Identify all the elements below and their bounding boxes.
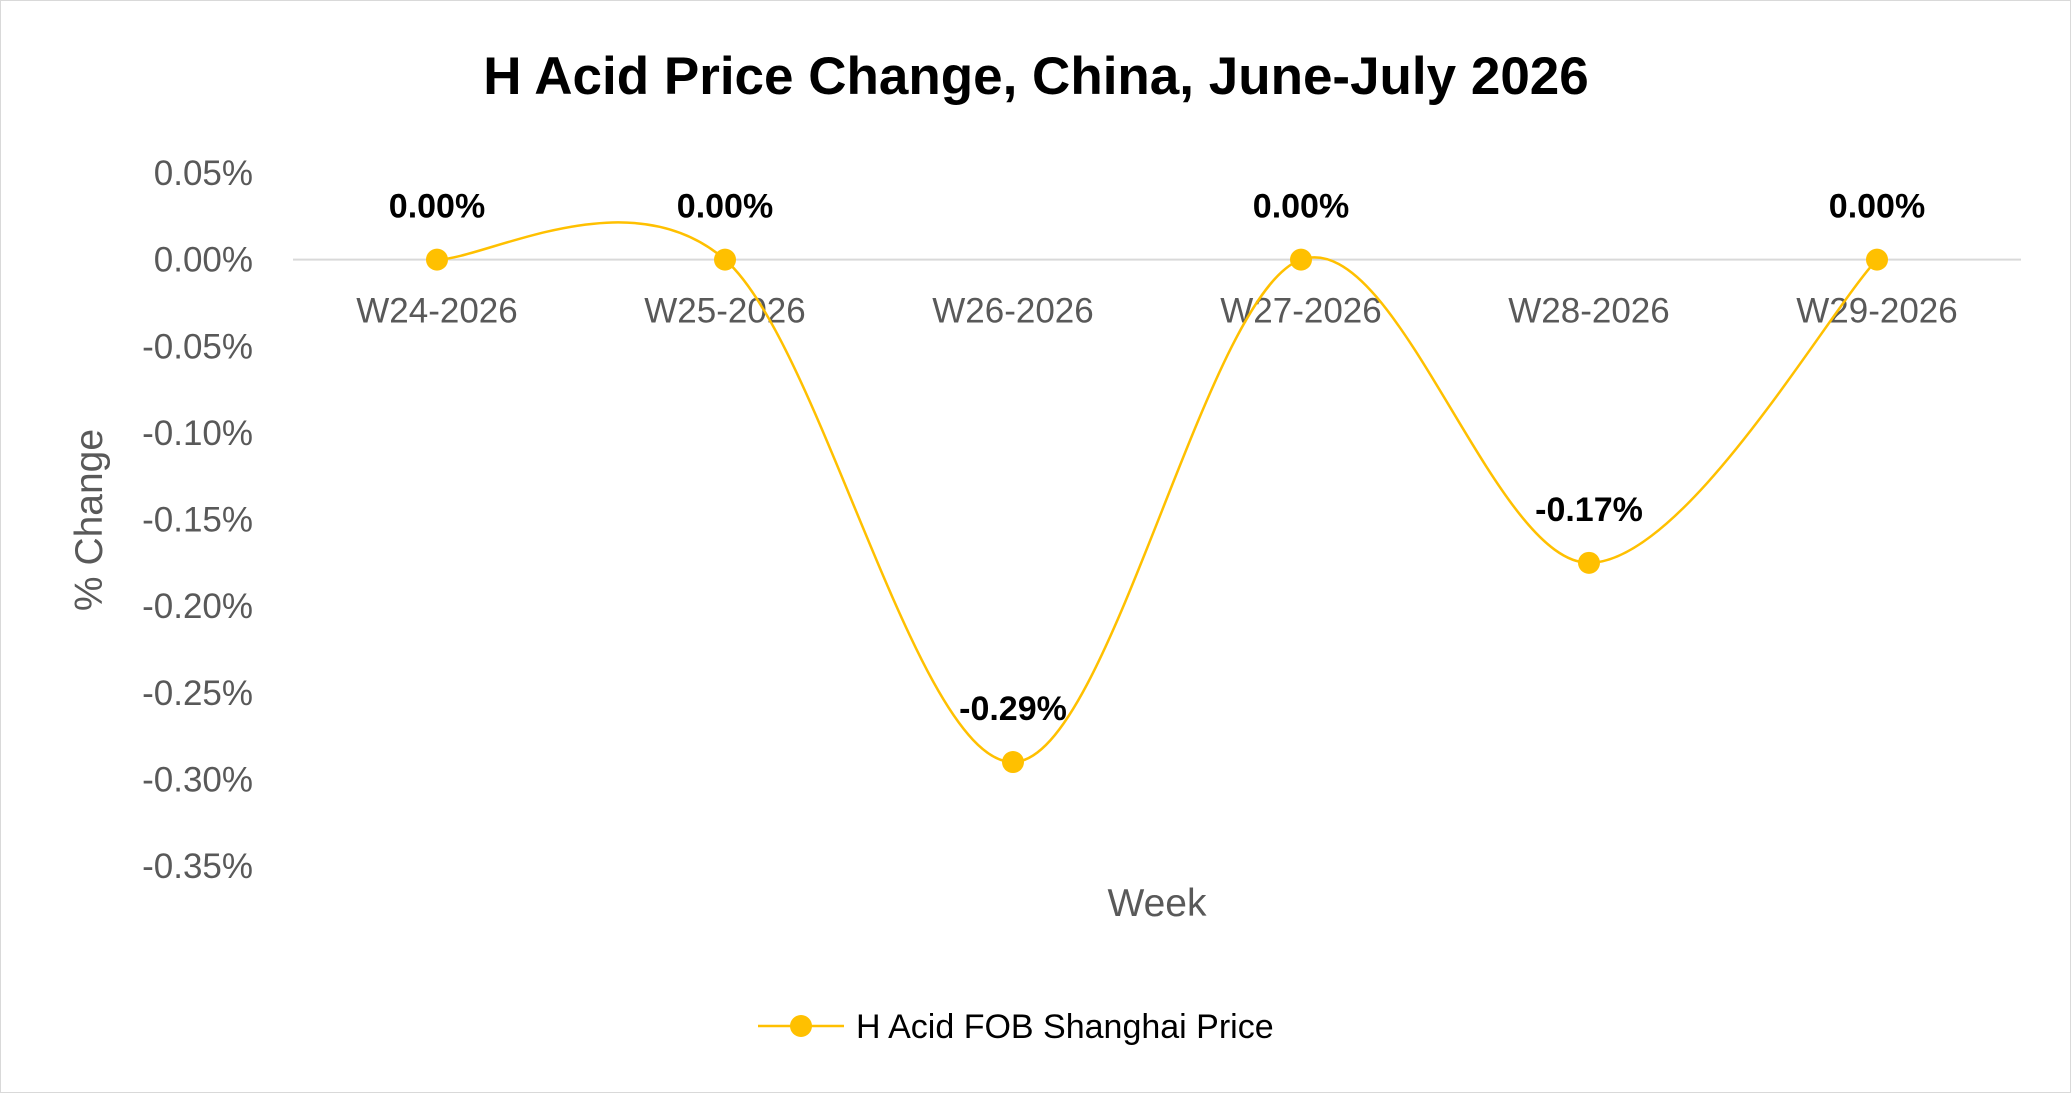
x-axis-title: Week xyxy=(1108,882,1207,925)
legend: H Acid FOB Shanghai Price xyxy=(758,1008,1274,1046)
legend-marker-swatch xyxy=(790,1015,812,1037)
y-tick-label: 0.00% xyxy=(154,241,253,280)
y-tick-label: -0.20% xyxy=(142,587,253,626)
x-tick-label: W26-2026 xyxy=(932,292,1093,331)
data-point-marker xyxy=(1866,248,1888,271)
y-axis-ticks: 0.05% 0.00% -0.05% -0.10% -0.15% -0.20% -0.25%… xyxy=(142,154,253,886)
data-point-marker xyxy=(1578,551,1600,574)
y-tick-label: -0.15% xyxy=(142,501,253,540)
data-point-marker xyxy=(1002,751,1024,774)
data-label: -0.29% xyxy=(959,690,1067,728)
y-tick-label: -0.35% xyxy=(142,847,253,886)
y-tick-label: -0.25% xyxy=(142,674,253,713)
x-tick-label: W29-2026 xyxy=(1796,292,1957,331)
data-label: -0.17% xyxy=(1535,491,1643,529)
x-tick-label: W27-2026 xyxy=(1220,292,1381,331)
data-point-marker xyxy=(1290,248,1312,271)
data-label: 0.00% xyxy=(677,188,773,226)
y-tick-label: -0.10% xyxy=(142,414,253,453)
x-axis-ticks: W24-2026 W25-2026 W26-2026 W27-2026 W28-2026… xyxy=(356,292,1957,331)
y-tick-label: 0.05% xyxy=(154,154,253,193)
data-point-marker xyxy=(426,248,448,271)
x-tick-label: W25-2026 xyxy=(644,292,805,331)
y-tick-label: -0.05% xyxy=(142,327,253,366)
series-markers xyxy=(426,248,1888,774)
data-label: 0.00% xyxy=(389,188,485,226)
legend-label: H Acid FOB Shanghai Price xyxy=(856,1008,1274,1046)
chart-title: H Acid Price Change, China, June-July 20… xyxy=(483,47,1589,106)
x-tick-label: W28-2026 xyxy=(1508,292,1669,331)
data-label: 0.00% xyxy=(1253,188,1349,226)
y-tick-label: -0.30% xyxy=(142,760,253,799)
data-labels: 0.00% 0.00% -0.29% 0.00% -0.17% 0.00% xyxy=(389,188,1925,728)
x-tick-label: W24-2026 xyxy=(356,292,517,331)
data-label: 0.00% xyxy=(1829,188,1925,226)
data-point-marker xyxy=(714,248,736,271)
y-axis-title: % Change xyxy=(68,429,111,611)
